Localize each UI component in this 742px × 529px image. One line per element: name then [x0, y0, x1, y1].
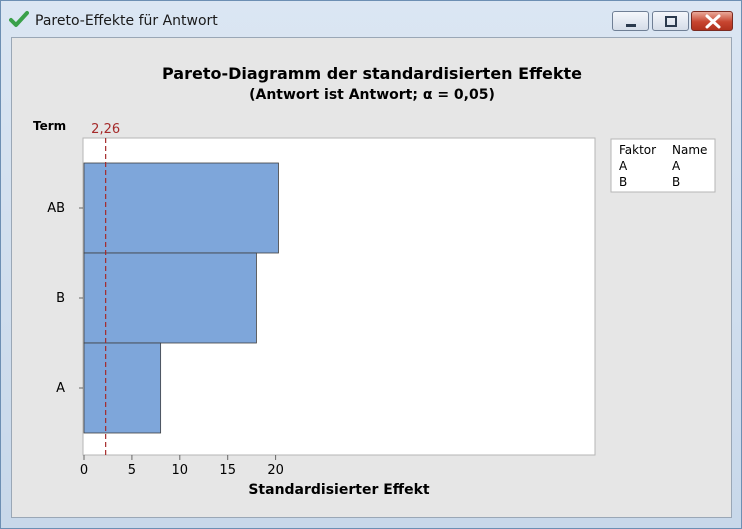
minimize-button[interactable] [612, 11, 649, 31]
x-tick-label: 10 [172, 463, 189, 478]
y-axis-label: Term [33, 119, 66, 133]
legend-row-1-faktor: A [619, 159, 628, 173]
x-tick-label: 15 [219, 463, 236, 478]
minimize-icon [626, 24, 636, 27]
green-checkmark-icon [9, 11, 29, 27]
close-button[interactable] [691, 11, 733, 31]
legend-header-name: Name [672, 143, 707, 157]
legend-row-2-name: B [672, 175, 680, 189]
legend-box: Faktor Name A A B B [610, 138, 716, 193]
pareto-chart: Pareto-Diagramm der standardisierten Eff… [33, 64, 716, 498]
chart-panel: Pareto-Diagramm der standardisierten Eff… [11, 37, 732, 518]
bar-ab [83, 162, 279, 254]
x-tick-label: 0 [80, 463, 88, 478]
chart-subtitle: (Antwort ist Antwort; α = 0,05) [249, 87, 495, 103]
y-tick-label-b: B [56, 291, 65, 306]
bar-b [83, 252, 257, 344]
legend-row-1-name: A [672, 159, 681, 173]
x-axis-label: Standardisierter Effekt [248, 482, 430, 498]
close-icon [705, 14, 721, 29]
bar-a [83, 342, 162, 434]
y-tick-label-ab: AB [47, 201, 65, 216]
chart-title: Pareto-Diagramm der standardisierten Eff… [162, 64, 582, 83]
maximize-button[interactable] [652, 11, 689, 31]
x-tick-label: 20 [267, 463, 284, 478]
window-title: Pareto-Effekte für Antwort [35, 13, 218, 29]
x-tick-label: 5 [128, 463, 136, 478]
title-bar[interactable]: Pareto-Effekte für Antwort [1, 1, 741, 35]
reference-line-label: 2,26 [91, 122, 120, 137]
legend-row-2-faktor: B [619, 175, 627, 189]
legend-header-faktor: Faktor [619, 143, 656, 157]
y-tick-label-a: A [56, 381, 65, 396]
maximize-icon [665, 16, 677, 27]
